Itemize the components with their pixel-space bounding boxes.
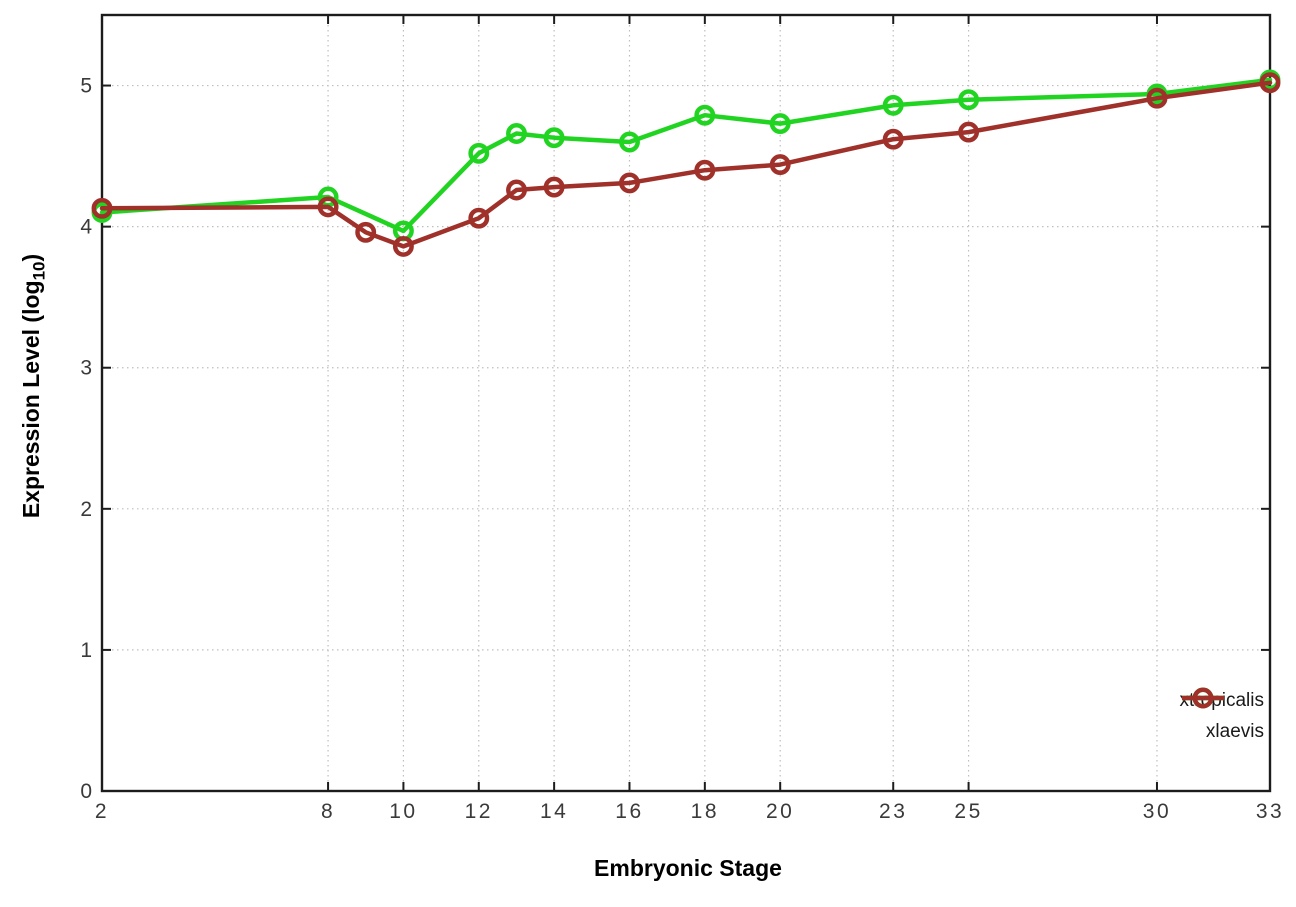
- y-tick-label-2: 2: [80, 498, 92, 521]
- y-tick-label-1: 1: [80, 639, 92, 662]
- chart-legend: xtropicalis xlaevis: [1180, 685, 1264, 747]
- plot-border: [100, 13, 1272, 793]
- data-point-xlaevis-stage-20: [769, 154, 791, 176]
- data-point-xlaevis-stage-12: [468, 207, 490, 229]
- legend-label-xlaevis: xlaevis: [1205, 720, 1264, 742]
- data-point-xlaevis-stage-30: [1146, 87, 1168, 109]
- y-tick-label-5: 5: [80, 75, 92, 98]
- y-axis-title-close: ): [18, 253, 44, 262]
- y-tick-label-3: 3: [80, 357, 92, 380]
- data-point-xtropicalis-stage-16: [619, 131, 640, 153]
- y-tick-label-0: 0: [80, 780, 92, 803]
- data-point-xlaevis-stage-25: [958, 121, 980, 143]
- data-point-xtropicalis-stage-25: [958, 89, 980, 111]
- data-point-xlaevis-stage-23: [882, 128, 904, 150]
- x-tick-label-14: 14: [540, 800, 568, 823]
- data-point-xlaevis-stage-9: [355, 221, 377, 243]
- data-point-xtropicalis-stage-23: [882, 94, 904, 116]
- x-tick-label-2: 2: [95, 800, 109, 823]
- x-tick-label-25: 25: [954, 800, 982, 823]
- data-point-xtropicalis-stage-13: [506, 123, 527, 144]
- x-tick-label-10: 10: [389, 800, 417, 823]
- x-tick-label-23: 23: [879, 800, 907, 823]
- data-point-xtropicalis-stage-12: [468, 142, 490, 164]
- y-axis-title-text: Expression Level (log: [18, 280, 44, 519]
- y-axis-title: Expression Level (log10): [14, 156, 49, 616]
- x-tick-label-33: 33: [1256, 800, 1284, 823]
- x-tick-label-18: 18: [691, 800, 719, 823]
- x-axis-title: Embryonic Stage: [594, 855, 782, 881]
- series-line-xlaevis: [99, 80, 1273, 249]
- data-point-xtropicalis-stage-20: [769, 113, 791, 135]
- data-point-xlaevis-stage-13: [506, 179, 527, 201]
- data-point-xlaevis-stage-16: [619, 172, 640, 194]
- y-axis-title-subscript: 10: [29, 261, 49, 281]
- data-point-xlaevis-stage-33: [1259, 72, 1281, 94]
- x-tick-label-20: 20: [766, 800, 794, 823]
- data-point-xlaevis-stage-10: [392, 235, 414, 257]
- data-point-xlaevis-stage-14: [543, 176, 565, 198]
- data-point-xtropicalis-stage-18: [694, 104, 716, 126]
- data-point-xlaevis-stage-8: [317, 196, 339, 218]
- legend-marker-circle-icon: [1181, 687, 1224, 709]
- y-tick-label-4: 4: [80, 216, 92, 239]
- x-tick-label-8: 8: [321, 800, 335, 823]
- x-tick-label-12: 12: [465, 800, 493, 823]
- data-point-xlaevis-stage-2: [91, 197, 113, 219]
- series-line-xtropicalis: [99, 77, 1273, 234]
- legend-item-xlaevis: xlaevis: [1180, 687, 1264, 747]
- x-tick-label-30: 30: [1143, 800, 1171, 823]
- x-tick-label-16: 16: [615, 800, 643, 823]
- data-point-xtropicalis-stage-14: [543, 127, 565, 149]
- data-point-xlaevis-stage-18: [694, 159, 716, 181]
